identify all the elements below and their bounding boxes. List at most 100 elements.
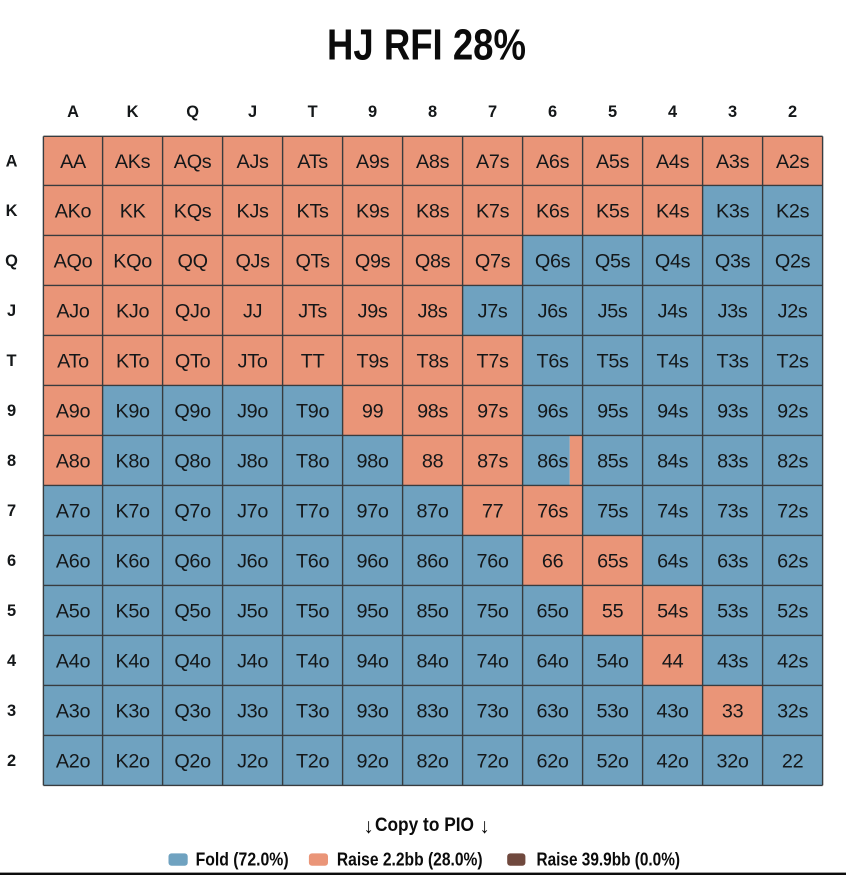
svg-text:Q5s: Q5s bbox=[595, 250, 631, 272]
svg-text:62o: 62o bbox=[537, 750, 569, 772]
svg-text:K6s: K6s bbox=[536, 200, 570, 222]
svg-text:T9o: T9o bbox=[296, 400, 329, 422]
svg-text:Q9o: Q9o bbox=[174, 400, 211, 422]
svg-text:65o: 65o bbox=[537, 600, 569, 622]
svg-text:74s: 74s bbox=[657, 500, 688, 522]
svg-text:KQo: KQo bbox=[113, 250, 152, 272]
svg-text:Copy to PIO: Copy to PIO bbox=[375, 814, 474, 836]
svg-text:93s: 93s bbox=[717, 400, 748, 422]
svg-text:54o: 54o bbox=[597, 650, 629, 672]
svg-text:9: 9 bbox=[368, 103, 377, 121]
svg-text:A6s: A6s bbox=[536, 151, 570, 173]
svg-text:Raise 39.9bb (0.0%): Raise 39.9bb (0.0%) bbox=[537, 850, 681, 870]
svg-text:K: K bbox=[6, 202, 18, 220]
svg-text:2: 2 bbox=[7, 752, 16, 770]
svg-text:88: 88 bbox=[422, 450, 444, 472]
svg-text:J4o: J4o bbox=[237, 650, 268, 672]
svg-text:32s: 32s bbox=[777, 700, 808, 722]
svg-text:97o: 97o bbox=[357, 500, 389, 522]
svg-text:K3s: K3s bbox=[716, 200, 750, 222]
svg-text:KTo: KTo bbox=[116, 350, 149, 372]
svg-text:Q8o: Q8o bbox=[174, 450, 211, 472]
svg-text:86o: 86o bbox=[417, 550, 449, 572]
svg-text:QTo: QTo bbox=[175, 350, 211, 372]
svg-text:TT: TT bbox=[301, 350, 325, 372]
svg-text:66: 66 bbox=[542, 550, 564, 572]
svg-text:33: 33 bbox=[722, 700, 744, 722]
svg-text:2: 2 bbox=[788, 103, 797, 121]
svg-text:64s: 64s bbox=[657, 550, 688, 572]
svg-text:K5o: K5o bbox=[115, 600, 150, 622]
svg-text:AKs: AKs bbox=[115, 151, 151, 173]
svg-text:6: 6 bbox=[548, 103, 557, 121]
svg-text:73s: 73s bbox=[717, 500, 748, 522]
svg-text:Q3o: Q3o bbox=[174, 700, 211, 722]
svg-text:85s: 85s bbox=[597, 450, 628, 472]
svg-text:A6o: A6o bbox=[56, 550, 91, 572]
svg-text:Q9s: Q9s bbox=[355, 250, 391, 272]
svg-text:73o: 73o bbox=[477, 700, 509, 722]
svg-text:AQo: AQo bbox=[54, 250, 93, 272]
svg-text:32o: 32o bbox=[717, 750, 749, 772]
svg-text:A9o: A9o bbox=[56, 400, 91, 422]
svg-text:T9s: T9s bbox=[357, 350, 389, 372]
svg-text:T3s: T3s bbox=[717, 350, 749, 372]
svg-text:Q: Q bbox=[186, 103, 199, 121]
svg-text:T: T bbox=[6, 352, 16, 370]
svg-text:JTs: JTs bbox=[298, 300, 327, 322]
svg-text:K7s: K7s bbox=[476, 200, 510, 222]
svg-text:Q8s: Q8s bbox=[415, 250, 451, 272]
svg-text:63s: 63s bbox=[717, 550, 748, 572]
svg-text:J8o: J8o bbox=[237, 450, 268, 472]
svg-text:A: A bbox=[6, 152, 18, 170]
svg-text:44: 44 bbox=[662, 650, 684, 672]
svg-text:94s: 94s bbox=[657, 400, 688, 422]
svg-text:KK: KK bbox=[120, 200, 146, 222]
svg-text:A5s: A5s bbox=[596, 151, 630, 173]
svg-text:82s: 82s bbox=[777, 450, 808, 472]
svg-text:43o: 43o bbox=[657, 700, 689, 722]
svg-text:KQs: KQs bbox=[174, 200, 212, 222]
svg-text:Q2o: Q2o bbox=[174, 750, 211, 772]
svg-text:↓: ↓ bbox=[479, 815, 490, 838]
svg-text:T: T bbox=[308, 103, 318, 121]
svg-text:92o: 92o bbox=[357, 750, 389, 772]
svg-text:72s: 72s bbox=[777, 500, 808, 522]
svg-text:J9o: J9o bbox=[237, 400, 268, 422]
svg-text:5: 5 bbox=[608, 103, 617, 121]
svg-text:A2s: A2s bbox=[776, 151, 810, 173]
svg-text:8: 8 bbox=[7, 452, 16, 470]
svg-text:Q7o: Q7o bbox=[174, 500, 211, 522]
svg-text:K5s: K5s bbox=[596, 200, 630, 222]
svg-text:T5s: T5s bbox=[597, 350, 629, 372]
svg-text:A9s: A9s bbox=[356, 151, 390, 173]
svg-text:86s: 86s bbox=[537, 450, 568, 472]
svg-text:JJ: JJ bbox=[243, 300, 262, 322]
svg-text:K8s: K8s bbox=[416, 200, 450, 222]
svg-text:74o: 74o bbox=[477, 650, 509, 672]
svg-text:A4s: A4s bbox=[656, 151, 690, 173]
svg-text:K6o: K6o bbox=[115, 550, 150, 572]
svg-text:QQ: QQ bbox=[178, 250, 208, 272]
svg-text:A7s: A7s bbox=[476, 151, 510, 173]
svg-text:J7s: J7s bbox=[478, 300, 508, 322]
svg-text:Q5o: Q5o bbox=[174, 600, 211, 622]
svg-text:52s: 52s bbox=[777, 600, 808, 622]
svg-text:T7o: T7o bbox=[296, 500, 329, 522]
svg-text:Q6s: Q6s bbox=[535, 250, 571, 272]
svg-text:83s: 83s bbox=[717, 450, 748, 472]
svg-text:9: 9 bbox=[7, 402, 16, 420]
svg-text:97s: 97s bbox=[477, 400, 508, 422]
svg-text:6: 6 bbox=[7, 552, 16, 570]
svg-text:84o: 84o bbox=[417, 650, 449, 672]
svg-text:K4o: K4o bbox=[115, 650, 150, 672]
svg-text:55: 55 bbox=[602, 600, 624, 622]
svg-text:QJo: QJo bbox=[175, 300, 211, 322]
svg-text:87o: 87o bbox=[417, 500, 449, 522]
svg-text:53s: 53s bbox=[717, 600, 748, 622]
svg-text:A3s: A3s bbox=[716, 151, 750, 173]
svg-text:Q7s: Q7s bbox=[475, 250, 511, 272]
svg-text:K9s: K9s bbox=[356, 200, 390, 222]
svg-text:AA: AA bbox=[60, 151, 87, 173]
svg-text:J: J bbox=[7, 302, 16, 320]
